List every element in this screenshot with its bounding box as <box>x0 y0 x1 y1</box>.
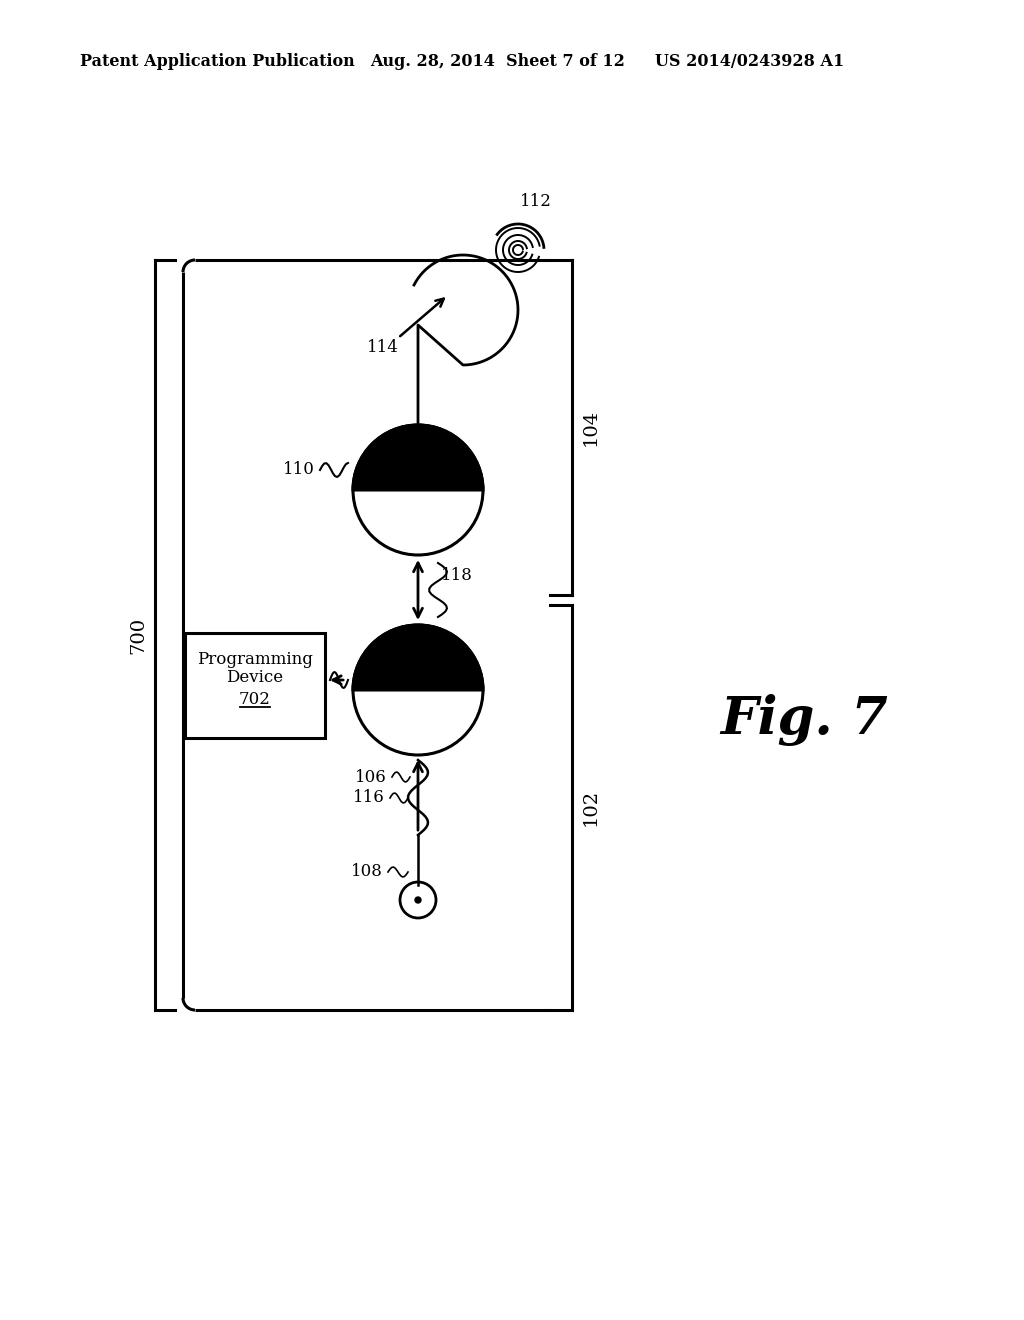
Text: 112: 112 <box>520 193 552 210</box>
Text: Fig. 7: Fig. 7 <box>720 694 888 746</box>
Text: 116: 116 <box>353 789 385 807</box>
Text: 102: 102 <box>582 789 600 826</box>
Wedge shape <box>353 425 483 490</box>
Text: Patent Application Publication: Patent Application Publication <box>80 54 354 70</box>
Text: Programming: Programming <box>197 652 313 668</box>
Text: US 2014/0243928 A1: US 2014/0243928 A1 <box>655 54 844 70</box>
Text: ICS: ICS <box>401 495 434 513</box>
Text: 104: 104 <box>582 409 600 446</box>
Text: 114: 114 <box>367 339 399 356</box>
Text: 118: 118 <box>441 566 473 583</box>
Text: SP: SP <box>404 696 431 713</box>
Text: 702: 702 <box>239 692 271 709</box>
Circle shape <box>415 898 421 903</box>
Text: 108: 108 <box>351 863 383 880</box>
Text: 700: 700 <box>129 616 147 653</box>
Bar <box>185 632 325 738</box>
Wedge shape <box>353 624 483 690</box>
Text: Device: Device <box>226 668 284 685</box>
Text: 106: 106 <box>355 768 387 785</box>
Text: 110: 110 <box>283 462 315 479</box>
Text: Aug. 28, 2014  Sheet 7 of 12: Aug. 28, 2014 Sheet 7 of 12 <box>370 54 625 70</box>
